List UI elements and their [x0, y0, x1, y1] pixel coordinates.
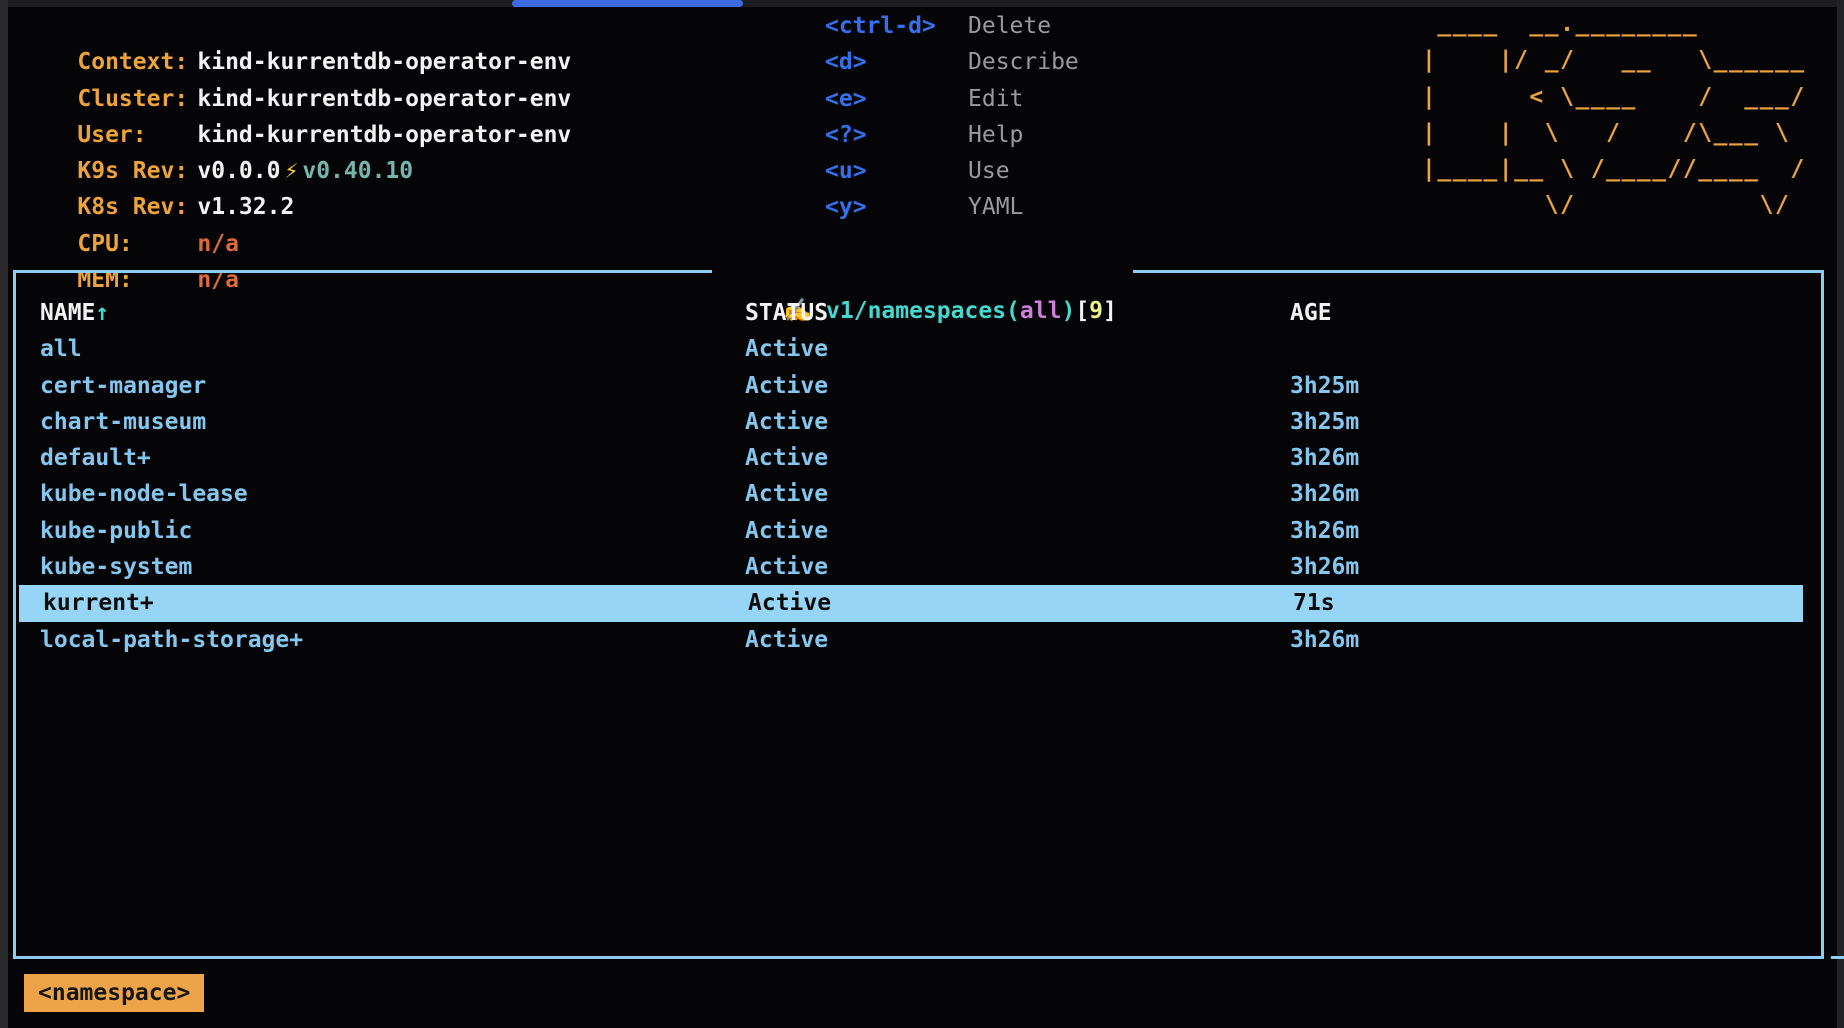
column-header-status[interactable]: STATUS [745, 300, 829, 326]
shortcut-action: Edit [968, 85, 1024, 112]
cpu-label: CPU: [77, 230, 133, 257]
window-top-edge [0, 0, 1844, 7]
user-row: User: kind-kurrentdb-operator-env [22, 81, 571, 148]
title-bracket-close: ] [1103, 298, 1117, 324]
user-value: kind-kurrentdb-operator-env [197, 121, 572, 148]
namespace-name: cert-manager [40, 372, 207, 399]
namespace-age: 3h25m [1290, 372, 1360, 399]
upgrade-bolt-icon: ⚡ [284, 158, 299, 185]
table-row-default[interactable]: default+ Active 3h26m [16, 440, 1821, 476]
table-row-cert-manager[interactable]: cert-manager Active 3h25m [16, 368, 1821, 404]
title-bracket-open: [ [1075, 298, 1090, 324]
browser-tab-indicator[interactable] [512, 0, 743, 7]
table-row-chart-museum[interactable]: chart-museum Active 3h25m [16, 404, 1821, 440]
namespace-age: 3h26m [1290, 517, 1360, 544]
namespace-age: 71s [1293, 590, 1335, 617]
panel-title: ✍️ v1/namespaces(all)[9] [712, 254, 1133, 324]
window-left-edge [0, 0, 8, 1028]
shortcut-key: <d> [825, 49, 867, 76]
namespace-status: Active [745, 408, 829, 435]
shortcut-yaml[interactable]: <y> YAML [825, 189, 1079, 225]
shortcut-action: Help [968, 121, 1024, 148]
namespace-age: 3h25m [1290, 408, 1360, 435]
namespace-age: 3h26m [1290, 554, 1360, 581]
cpu-value: n/a [197, 230, 239, 257]
shortcut-action: Use [968, 158, 1010, 185]
cluster-label: Cluster: [77, 85, 189, 112]
table-row-all[interactable]: all Active [16, 331, 1821, 367]
shortcut-hints: <ctrl-d> Delete <d> Describe <e> Edit <?> He… [825, 8, 1079, 226]
shortcut-key: <y> [825, 194, 867, 221]
shortcut-use[interactable]: <u> Use [825, 153, 1079, 189]
shortcut-delete[interactable]: <ctrl-d> Delete [825, 8, 1079, 44]
title-scope: all [1019, 298, 1062, 324]
k8s-rev-label: K8s Rev: [77, 194, 189, 221]
namespace-age: 3h26m [1290, 481, 1360, 508]
shortcut-action: YAML [968, 194, 1024, 221]
table-row-kube-system[interactable]: kube-system Active 3h26m [16, 549, 1821, 585]
user-label: User: [77, 121, 147, 148]
panel-border-dash [1831, 956, 1844, 959]
k9s-rev-value: v0.0.0 [197, 158, 281, 185]
cluster-info: Context: kind-kurrentdb-operator-env Clus… [22, 8, 571, 293]
shortcut-key: <u> [825, 158, 867, 185]
k9s-latest-version: v0.40.10 [302, 158, 414, 185]
namespace-name: kube-node-lease [40, 481, 248, 508]
column-header-name[interactable]: NAME↑ [40, 300, 110, 326]
sort-ascending-icon: ↑ [95, 300, 110, 326]
cluster-value: kind-kurrentdb-operator-env [197, 85, 572, 112]
table-row-kube-public[interactable]: kube-public Active 3h26m [16, 513, 1821, 549]
namespace-name: chart-museum [40, 408, 207, 435]
writing-hand-icon: ✍️ [783, 298, 813, 324]
title-close-paren: ) [1061, 298, 1076, 324]
context-label: Context: [77, 49, 189, 76]
namespace-age: 3h26m [1290, 445, 1360, 472]
shortcut-help[interactable]: <?> Help [825, 117, 1079, 153]
k8s-rev-row: K8s Rev: v1.32.2 [22, 153, 571, 220]
namespace-name: kube-system [40, 554, 193, 581]
shortcut-key: <e> [825, 85, 867, 112]
shortcut-key: <ctrl-d> [825, 13, 936, 39]
namespace-name: kurrent+ [43, 590, 154, 617]
shortcut-describe[interactable]: <d> Describe [825, 44, 1079, 80]
namespace-age: 3h26m [1290, 626, 1360, 653]
context-row: Context: kind-kurrentdb-operator-env [22, 8, 571, 75]
shortcut-action: Delete [968, 13, 1052, 39]
shortcut-action: Describe [968, 49, 1079, 76]
namespaces-table: NAME↑ STATUS AGE all Active cert-manager… [16, 295, 1821, 658]
namespace-status: Active [745, 445, 829, 472]
namespace-status: Active [745, 517, 829, 544]
k9s-rev-row: K9s Rev: v0.0.0 ⚡ v0.40.10 [22, 117, 571, 184]
breadcrumb-namespace[interactable]: <namespace> [24, 974, 205, 1012]
namespace-status: Active [745, 372, 829, 399]
table-header-row: NAME↑ STATUS AGE [16, 295, 1821, 331]
namespace-name: default+ [40, 445, 151, 472]
namespace-name: kube-public [40, 517, 193, 544]
k9s-rev-label: K9s Rev: [77, 158, 189, 185]
namespace-status: Active [745, 626, 829, 653]
shortcut-key: <?> [825, 121, 867, 148]
cpu-row: CPU: n/a [22, 189, 571, 257]
column-header-age[interactable]: AGE [1290, 300, 1332, 326]
namespace-status: Active [745, 336, 829, 363]
k9s-ascii-logo: ____ __.________ | |/ _/ __ \______ | < … [1422, 11, 1806, 219]
k8s-rev-value: v1.32.2 [197, 194, 295, 221]
namespace-status: Active [748, 590, 832, 617]
namespaces-panel: ✍️ v1/namespaces(all)[9] NAME↑ STATUS AGE… [13, 254, 1824, 959]
title-count: 9 [1089, 298, 1104, 324]
table-row-local-path-storage[interactable]: local-path-storage+ Active 3h26m [16, 622, 1821, 658]
context-value: kind-kurrentdb-operator-env [197, 49, 572, 76]
namespace-status: Active [745, 554, 829, 581]
table-row-kube-node-lease[interactable]: kube-node-lease Active 3h26m [16, 476, 1821, 512]
window-right-edge [1837, 0, 1844, 1028]
shortcut-edit[interactable]: <e> Edit [825, 81, 1079, 117]
cluster-row: Cluster: kind-kurrentdb-operator-env [22, 44, 571, 112]
namespace-name: all [40, 336, 82, 363]
namespace-status: Active [745, 481, 829, 508]
table-row-kurrent-selected[interactable]: kurrent+ Active 71s [19, 585, 1803, 622]
namespace-name: local-path-storage+ [40, 626, 304, 653]
title-resource: v1/namespaces( [826, 298, 1020, 324]
